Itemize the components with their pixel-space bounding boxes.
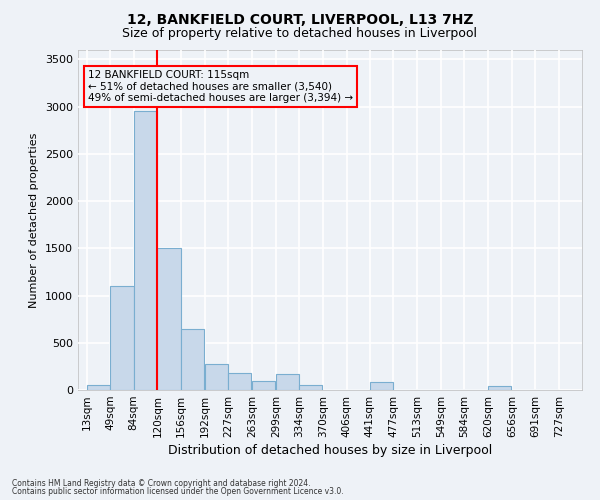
Bar: [252, 380, 275, 390]
Text: Size of property relative to detached houses in Liverpool: Size of property relative to detached ho…: [122, 28, 478, 40]
Text: 12 BANKFIELD COURT: 115sqm
← 51% of detached houses are smaller (3,540)
49% of s: 12 BANKFIELD COURT: 115sqm ← 51% of deta…: [88, 70, 353, 103]
Bar: [370, 382, 393, 390]
Bar: [157, 248, 181, 390]
Text: 12, BANKFIELD COURT, LIVERPOOL, L13 7HZ: 12, BANKFIELD COURT, LIVERPOOL, L13 7HZ: [127, 12, 473, 26]
Bar: [134, 112, 157, 390]
Text: Contains public sector information licensed under the Open Government Licence v3: Contains public sector information licen…: [12, 487, 344, 496]
Bar: [181, 328, 205, 390]
Bar: [110, 286, 134, 390]
Bar: [299, 386, 322, 390]
Bar: [488, 386, 511, 390]
Bar: [86, 386, 110, 390]
Bar: [228, 372, 251, 390]
X-axis label: Distribution of detached houses by size in Liverpool: Distribution of detached houses by size …: [168, 444, 492, 457]
Bar: [276, 374, 299, 390]
Bar: [205, 364, 228, 390]
Y-axis label: Number of detached properties: Number of detached properties: [29, 132, 40, 308]
Text: Contains HM Land Registry data © Crown copyright and database right 2024.: Contains HM Land Registry data © Crown c…: [12, 478, 311, 488]
